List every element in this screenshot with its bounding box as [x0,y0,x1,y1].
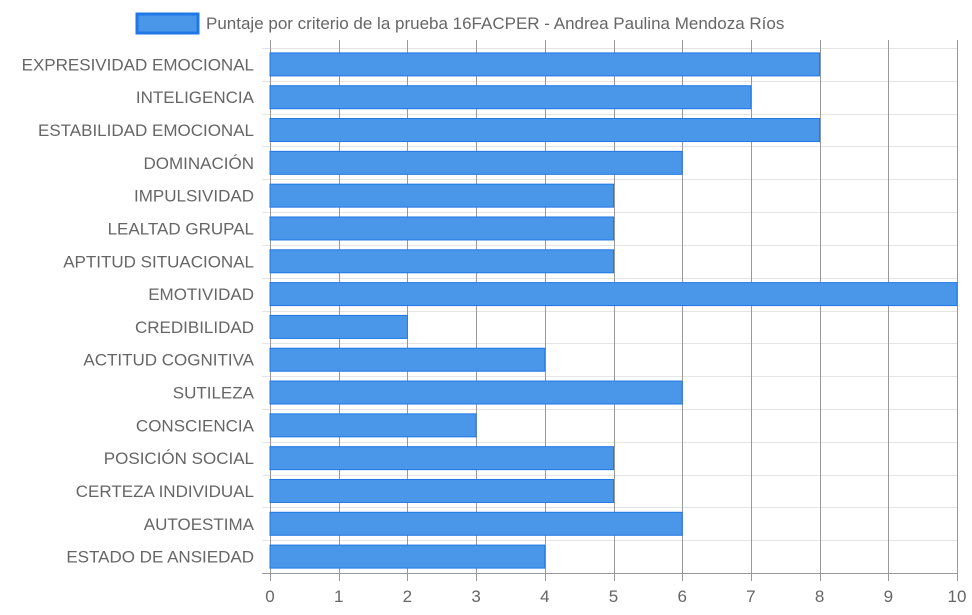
grid [262,40,958,581]
x-tick-label: 10 [948,587,967,606]
x-tick-label: 4 [540,587,549,606]
x-tick-label: 9 [884,587,893,606]
bar[interactable] [269,52,821,77]
bar[interactable] [269,150,683,175]
y-tick-label: POSICIÓN SOCIAL [104,449,254,468]
x-tick-label: 6 [677,587,686,606]
y-tick-label: CREDIBILIDAD [135,318,254,337]
bar[interactable] [269,118,821,143]
bars [269,52,958,569]
legend-swatch[interactable] [135,12,200,35]
y-tick-label: DOMINACIÓN [144,154,255,173]
y-tick-label: IMPULSIVIDAD [134,187,254,206]
y-tick-label: EMOTIVIDAD [148,285,254,304]
y-tick-label: AUTOESTIMA [144,515,255,534]
x-tick-label: 0 [265,587,274,606]
x-tick-label: 7 [746,587,755,606]
y-axis-labels: EXPRESIVIDAD EMOCIONAL INTELIGENCIA ESTABI… [22,55,255,566]
bar[interactable] [269,478,614,503]
x-tick-label: 8 [815,587,824,606]
bar[interactable] [269,544,546,569]
bar[interactable] [269,85,752,110]
bar[interactable] [269,511,683,536]
x-tick-label: 1 [334,587,343,606]
y-tick-label: INTELIGENCIA [136,88,255,107]
bar[interactable] [269,282,958,307]
y-tick-label: CERTEZA INDIVIDUAL [76,482,254,501]
y-tick-label: APTITUD SITUACIONAL [63,252,254,271]
y-tick-label: ESTADO DE ANSIEDAD [66,548,254,567]
x-axis-labels: 0 1 2 3 4 5 6 7 8 9 10 [265,587,966,606]
bar[interactable] [269,249,614,274]
y-tick-label: ACTITUD COGNITIVA [83,351,254,370]
x-tick-label: 2 [403,587,412,606]
legend-label[interactable]: Puntaje por criterio de la prueba 16FACP… [206,14,784,33]
bar[interactable] [269,380,683,405]
bar[interactable] [269,347,546,372]
y-tick-label: EXPRESIVIDAD EMOCIONAL [22,55,254,74]
y-tick-label: LEALTAD GRUPAL [108,219,254,238]
x-tick-label: 3 [471,587,480,606]
y-tick-label: CONSCIENCIA [136,416,255,435]
x-tick-label: 5 [609,587,618,606]
bar[interactable] [269,183,614,208]
bar[interactable] [269,216,614,241]
bar[interactable] [269,314,408,339]
legend[interactable]: Puntaje por criterio de la prueba 16FACP… [135,12,784,35]
y-tick-label: ESTABILIDAD EMOCIONAL [38,121,254,140]
y-tick-label: SUTILEZA [173,384,255,403]
bar[interactable] [269,446,614,471]
bar[interactable] [269,413,477,438]
